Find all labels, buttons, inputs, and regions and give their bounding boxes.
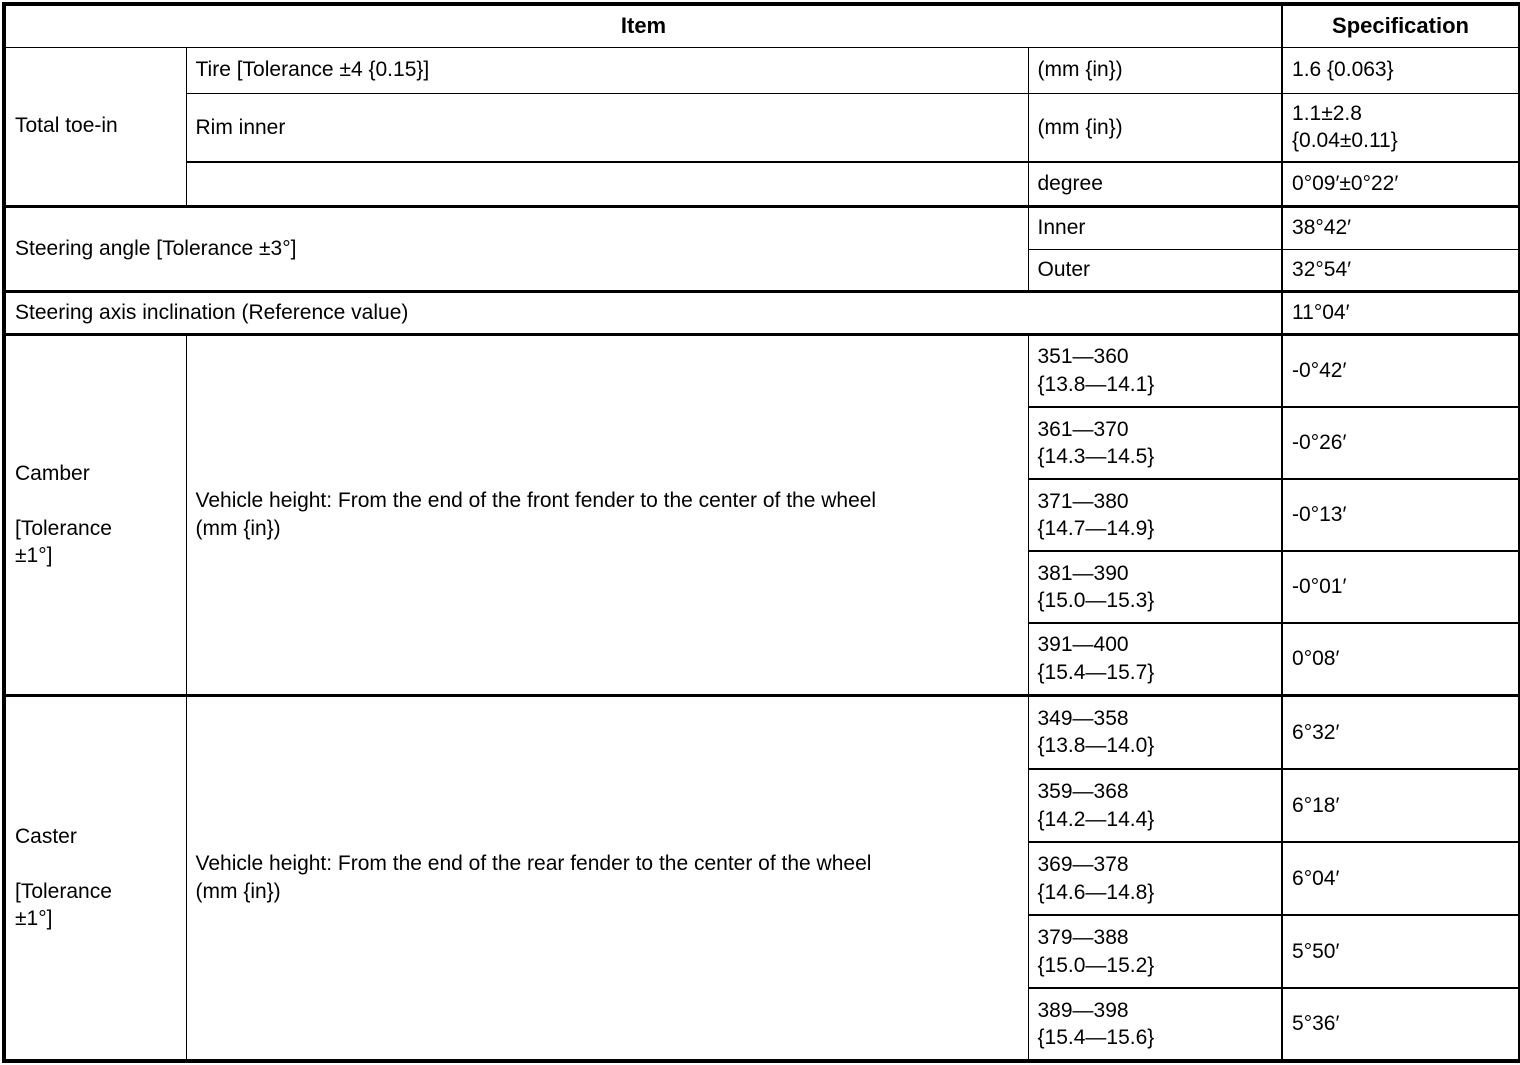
unit-cell: degree [1027, 161, 1283, 207]
table-row: 391—400 {15.4—15.7} 0°08′ [4, 622, 1520, 696]
range-cell: 361—370 {14.3—14.5} [1027, 406, 1283, 480]
spec-cell: -0°01′ [1281, 550, 1520, 624]
unit-cell: (mm {in}) [1027, 92, 1283, 163]
table-row: degree 0°09′±0°22′ [4, 161, 1520, 207]
spec-cell: 6°32′ [1281, 693, 1520, 770]
total-toe-in-label: Total toe-in [3, 46, 187, 207]
table-row: 369—378 {14.6—14.8} 6°04′ [4, 841, 1520, 916]
range-cell: 359—368 {14.2—14.4} [1027, 768, 1283, 843]
range-cell: 349—358 {13.8—14.0} [1027, 693, 1283, 770]
table-row: 359—368 {14.2—14.4} 6°18′ [4, 768, 1520, 843]
table-row: Rim inner (mm {in}) 1.1±2.8 {0.04±0.11} [4, 92, 1520, 163]
table-row: Total toe-in Tire [Tolerance ±4 {0.15}] … [3, 46, 1520, 207]
camber-vehicle-height-note: Vehicle height: From the end of the fron… [185, 332, 1029, 696]
range-cell: 351—360 {13.8—14.1} [1027, 332, 1283, 408]
spec-cell: 1.6 {0.063} [1281, 46, 1520, 94]
specification-header: Specification [1281, 3, 1520, 48]
item-cell [185, 161, 1029, 207]
table-row: Caster [Tolerance ±1°] Vehicle height: F… [3, 693, 1520, 1062]
spec-cell: -0°26′ [1281, 406, 1520, 480]
steering-axis-inclination-label: Steering axis inclination (Reference val… [3, 289, 1283, 335]
spec-cell: 6°04′ [1281, 841, 1520, 916]
position-cell: Inner [1027, 204, 1283, 250]
table-row: 379—388 {15.0—15.2} 5°50′ [4, 914, 1520, 989]
item-cell: Rim inner [185, 92, 1029, 163]
position-cell: Outer [1027, 248, 1283, 292]
spec-cell: 11°04′ [1281, 289, 1520, 335]
range-cell: 381—390 {15.0—15.3} [1027, 550, 1283, 624]
table-row: 381—390 {15.0—15.3} -0°01′ [4, 550, 1520, 624]
item-cell: Tire [Tolerance ±4 {0.15}] [185, 46, 1029, 94]
spec-cell: 32°54′ [1281, 248, 1520, 292]
spec-cell: 5°50′ [1281, 914, 1520, 989]
table-row: Steering axis inclination (Reference val… [3, 289, 1520, 335]
camber-label: Camber [Tolerance ±1°] [3, 332, 187, 696]
item-header: Item [3, 3, 1283, 48]
range-cell: 379—388 {15.0—15.2} [1027, 914, 1283, 989]
steering-angle-label: Steering angle [Tolerance ±3°] [3, 204, 1029, 292]
range-cell: 391—400 {15.4—15.7} [1027, 622, 1283, 696]
table-row: 389—398 {15.4—15.6} 5°36′ [4, 987, 1520, 1062]
range-cell: 371—380 {14.7—14.9} [1027, 478, 1283, 552]
caster-label: Caster [Tolerance ±1°] [3, 693, 187, 1062]
spec-cell: 0°08′ [1281, 622, 1520, 696]
range-cell: 369—378 {14.6—14.8} [1027, 841, 1283, 916]
spec-cell: 5°36′ [1281, 987, 1520, 1062]
table-header-row: Item Specification [3, 3, 1520, 48]
range-cell: 389—398 {15.4—15.6} [1027, 987, 1283, 1062]
spec-cell: 38°42′ [1281, 204, 1520, 250]
table-row: 361—370 {14.3—14.5} -0°26′ [4, 406, 1520, 480]
spec-cell: -0°13′ [1281, 478, 1520, 552]
spec-cell: -0°42′ [1281, 332, 1520, 408]
spec-cell: 6°18′ [1281, 768, 1520, 843]
table-row: Steering angle [Tolerance ±3°] Inner 38°… [3, 204, 1520, 292]
spec-cell: 0°09′±0°22′ [1281, 161, 1520, 207]
unit-cell: (mm {in}) [1027, 46, 1283, 94]
table-row: 371—380 {14.7—14.9} -0°13′ [4, 478, 1520, 552]
spec-cell: 1.1±2.8 {0.04±0.11} [1281, 92, 1520, 163]
table-row: Camber [Tolerance ±1°] Vehicle height: F… [3, 332, 1520, 696]
caster-vehicle-height-note: Vehicle height: From the end of the rear… [185, 693, 1029, 1062]
